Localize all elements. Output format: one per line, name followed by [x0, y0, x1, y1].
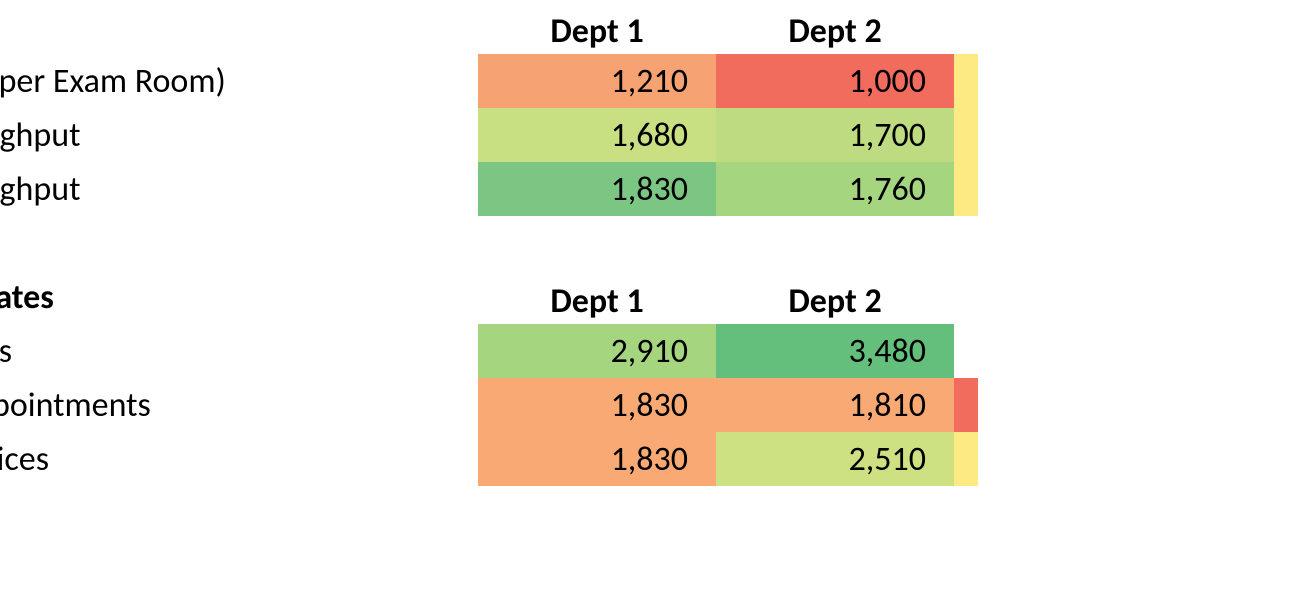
cell-s2-r2-c1: 2,510	[716, 432, 954, 486]
cell-s1-r1-peek	[954, 108, 978, 162]
cell-s2-r0-c0: 2,910	[478, 324, 716, 378]
row-label: Throughput	[0, 108, 478, 162]
heatmap-grid: Dept 1 Dept 2 Visits per Exam Room) 1,21…	[0, 0, 978, 486]
row-label: er Offices	[0, 432, 478, 486]
row-label: Visits per Exam Room)	[0, 54, 478, 108]
cell-s2-r1-c1: 1,810	[716, 378, 954, 432]
row-label: Rooms	[0, 324, 478, 378]
cell-s2-r2-c0: 1,830	[478, 432, 716, 486]
col-header-dept-1: Dept 1	[478, 270, 716, 324]
row-label: Throughput	[0, 162, 478, 216]
cell-s1-r2-peek	[954, 162, 978, 216]
cell-s1-r0-c0: 1,210	[478, 54, 716, 108]
cell-s2-r0-c1: 3,480	[716, 324, 954, 378]
col-header-dept-1: Dept 1	[478, 0, 716, 54]
cell-s1-r1-c1: 1,700	[716, 108, 954, 162]
cell-s2-r2-peek	[954, 432, 978, 486]
col-header-dept-2: Dept 2	[716, 270, 954, 324]
col-header-dept-2: Dept 2	[716, 0, 954, 54]
cell-s2-r0-peek	[954, 324, 978, 378]
row-label: er Appointments	[0, 378, 478, 432]
cell-s1-r2-c0: 1,830	[478, 162, 716, 216]
section-title-estimates: Estimates	[0, 270, 478, 324]
cell-s1-r1-c0: 1,680	[478, 108, 716, 162]
cell-s1-r2-c1: 1,760	[716, 162, 954, 216]
cell-s2-r1-c0: 1,830	[478, 378, 716, 432]
cell-s2-r1-peek	[954, 378, 978, 432]
cell-s1-r0-c1: 1,000	[716, 54, 954, 108]
cell-s1-r0-peek	[954, 54, 978, 108]
